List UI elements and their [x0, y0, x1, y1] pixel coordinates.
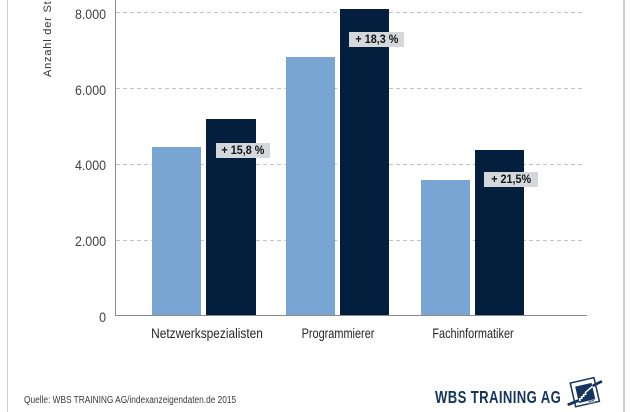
svg-text:WBS: WBS: [588, 400, 595, 404]
